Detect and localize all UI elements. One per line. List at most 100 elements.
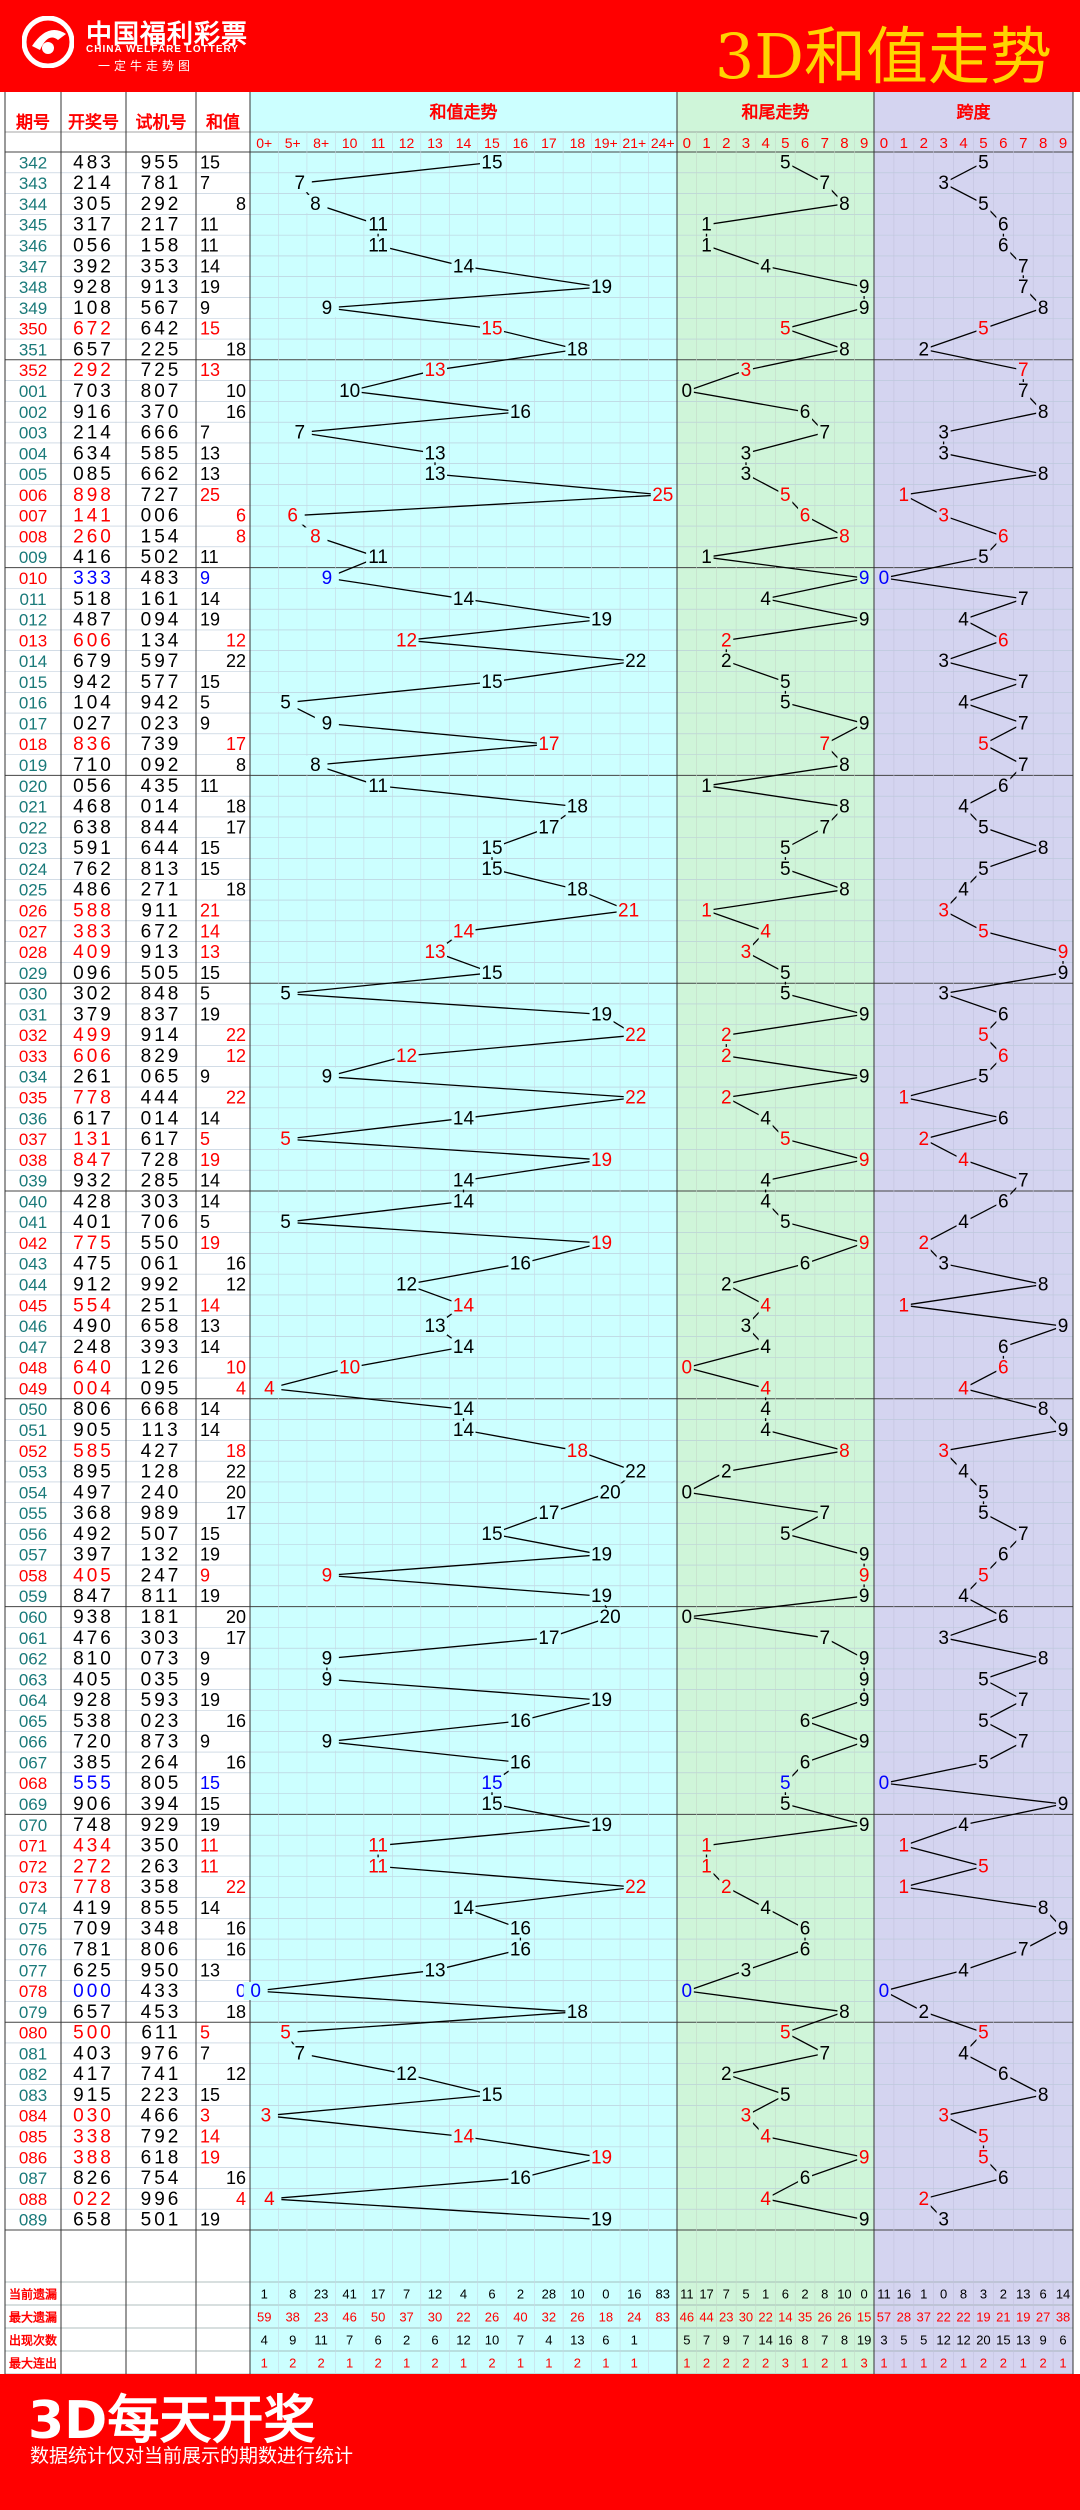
stats-span-value: 2 (1000, 2287, 1007, 2302)
marker-background (699, 1836, 714, 1855)
number-cell: 640 (73, 1358, 114, 1379)
span-bin-label: 7 (1019, 135, 1027, 152)
tail-trend-marker: 9 (859, 610, 870, 631)
tail-bin-label: 5 (781, 135, 789, 152)
marker-background (956, 1961, 971, 1980)
test-cell: 666 (141, 423, 182, 444)
tail-trend-marker: 4 (760, 2126, 771, 2147)
sum-trend-marker: 15 (481, 1773, 502, 1794)
issue-cell: 036 (19, 1109, 47, 1128)
test-cell: 128 (141, 1462, 182, 1483)
test-cell: 593 (141, 1690, 182, 1711)
test-cell: 014 (141, 797, 182, 818)
test-cell: 617 (141, 1129, 182, 1150)
stats-span-value: 8 (960, 2287, 967, 2302)
sum-trend-marker: 17 (538, 817, 559, 838)
tail-trend-marker: 5 (780, 1794, 791, 1815)
span-trend-marker: 6 (998, 526, 1009, 547)
stats-tail-value: 2 (742, 2356, 749, 2371)
span-trend-marker: 0 (879, 1981, 890, 2002)
tail-trend-marker: 7 (819, 173, 830, 194)
sum-cell: 15 (200, 672, 220, 692)
test-cell: 911 (141, 900, 180, 921)
number-cell: 710 (73, 755, 114, 776)
sum-cell: 14 (200, 1420, 220, 1440)
test-cell: 873 (141, 1732, 182, 1753)
issue-cell: 017 (19, 714, 47, 733)
sum-cell: 19 (200, 1690, 220, 1710)
marker-background (273, 984, 298, 1003)
stats-tail-value: 3 (861, 2356, 868, 2371)
marker-background (589, 1005, 614, 1024)
number-cell: 709 (73, 1919, 114, 1940)
marker-background (1036, 1898, 1051, 1917)
marker-background (857, 1670, 872, 1689)
issue-cell: 033 (19, 1047, 47, 1066)
marker-background (976, 922, 991, 941)
marker-background (1036, 2085, 1051, 2104)
tail-trend-marker: 0 (682, 1358, 693, 1379)
test-cell: 065 (141, 1067, 182, 1088)
number-cell: 781 (73, 1939, 114, 1960)
marker-background (479, 672, 504, 691)
sum-trend-marker: 9 (322, 1649, 333, 1670)
marker-background (996, 2065, 1011, 2084)
number-cell: 625 (73, 1960, 114, 1981)
number-cell: 419 (73, 1898, 114, 1919)
issue-cell: 352 (19, 361, 47, 380)
sum-trend-marker: 14 (453, 1108, 475, 1129)
number-cell: 606 (73, 1046, 114, 1067)
stats-span-value: 2 (980, 2356, 987, 2371)
span-trend-marker: 9 (1058, 963, 1069, 984)
stats-span-value: 15 (996, 2333, 1010, 2348)
span-trend-marker: 5 (978, 1503, 989, 1524)
tail-trend-marker: 8 (839, 1441, 850, 1462)
sum-cell: 22 (226, 651, 246, 671)
span-trend-marker: 4 (958, 1150, 969, 1171)
stats-span-value: 1 (960, 2356, 967, 2371)
test-cell: 848 (141, 984, 182, 1005)
issue-cell: 044 (19, 1276, 47, 1295)
tail-trend-marker: 6 (800, 1711, 811, 1732)
tail-trend-marker: 4 (760, 1420, 771, 1441)
marker-background (423, 1961, 448, 1980)
sum-trend-marker: 9 (322, 568, 333, 589)
stats-sum-value: 1 (261, 2287, 268, 2302)
stats-sum-value: 10 (485, 2333, 499, 2348)
number-cell: 486 (73, 880, 114, 901)
issue-cell: 010 (19, 569, 47, 588)
marker-background (1056, 963, 1071, 982)
tail-trend-marker: 9 (859, 713, 870, 734)
sum-trend-marker: 16 (510, 1939, 531, 1960)
marker-background (778, 672, 793, 691)
sum-cell: 9 (200, 568, 210, 588)
tail-trend-marker: 4 (760, 589, 771, 610)
number-cell: 895 (73, 1462, 114, 1483)
sum-trend-marker: 14 (453, 1295, 475, 1316)
span-trend-marker: 3 (938, 506, 949, 527)
marker-background (508, 1919, 533, 1938)
stats-sum-value: 1 (517, 2356, 524, 2371)
marker-background (996, 631, 1011, 650)
stats-span-value: 37 (917, 2310, 931, 2325)
sum-trend-marker: 16 (510, 1254, 531, 1275)
sum-cell: 19 (200, 2210, 220, 2230)
number-cell: 385 (73, 1752, 114, 1773)
marker-background (956, 1587, 971, 1606)
marker-background (996, 527, 1011, 546)
stats-span-value: 1 (1059, 2356, 1066, 2371)
stats-span-value: 12 (936, 2333, 950, 2348)
marker-background (679, 1483, 694, 1502)
span-trend-marker: 6 (998, 2168, 1009, 2189)
stats-sum-value: 1 (346, 2356, 353, 2371)
span-trend-marker: 6 (998, 1046, 1009, 1067)
marker-background (508, 1940, 533, 1959)
sum-trend-marker: 15 (481, 152, 502, 173)
stats-tail-value: 7 (742, 2333, 749, 2348)
marker-background (616, 901, 641, 920)
marker-background (623, 1088, 648, 1107)
sum-trend-marker: 13 (424, 464, 445, 485)
marker-background (479, 2085, 504, 2104)
issue-cell: 021 (19, 798, 47, 817)
number-cell: 409 (73, 942, 114, 963)
